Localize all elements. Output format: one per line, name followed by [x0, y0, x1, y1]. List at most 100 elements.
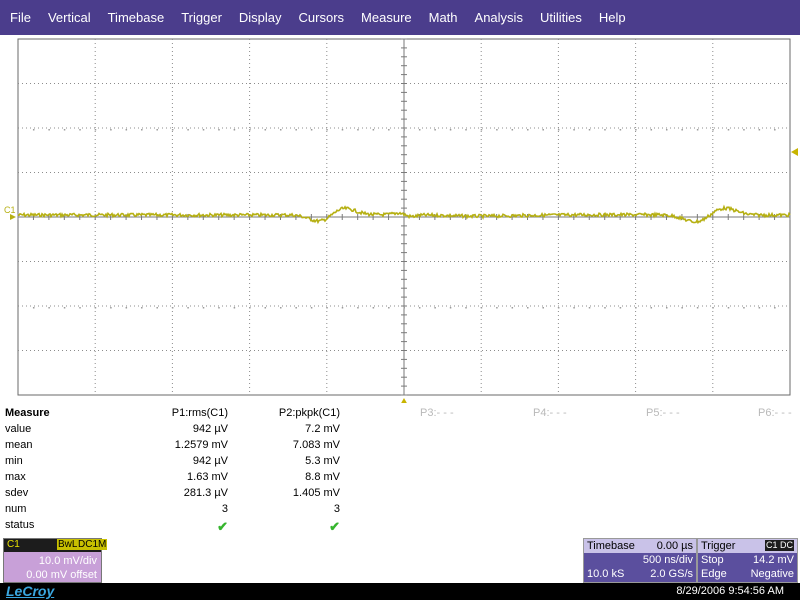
p2-max: 8.8 mV: [305, 471, 340, 483]
p4-header[interactable]: P4:- - -: [533, 407, 567, 419]
measure-title: Measure: [5, 407, 50, 419]
grid-dot: [743, 307, 745, 309]
measure-row-status: status ✔ ✔: [0, 519, 800, 535]
timebase-row-1: 500 ns/div: [584, 553, 696, 567]
trigger-slope: Negative: [750, 568, 794, 580]
grid-dot: [557, 129, 560, 131]
row-label: max: [5, 471, 26, 483]
menu-analysis[interactable]: Analysis: [474, 10, 523, 25]
channel-offset: 0.00 mV offset: [26, 569, 97, 581]
bwl-badge: BwL: [57, 539, 79, 550]
grid-dot: [480, 307, 483, 309]
grid-dot: [758, 307, 761, 309]
menu-display[interactable]: Display: [238, 10, 282, 25]
grid-dot: [388, 307, 390, 309]
grid-dot: [465, 307, 467, 309]
grid-dot: [573, 307, 575, 309]
grid-dot: [696, 307, 699, 309]
trigger-source-badge: C1 DC: [764, 540, 794, 551]
waveform-display[interactable]: C1: [0, 35, 800, 403]
p3-header[interactable]: P3:- - -: [420, 407, 454, 419]
p5-header[interactable]: P5:- - -: [646, 407, 680, 419]
p1-header[interactable]: P1:rms(C1): [171, 407, 228, 419]
waveform-grid: C1: [4, 38, 798, 403]
menu-file[interactable]: File: [10, 10, 31, 25]
trigger-time-marker-icon: [401, 398, 407, 403]
grid-dot: [326, 307, 328, 309]
trigger-descriptor[interactable]: Trigger C1 DC Stop 14.2 mV Edge Negative: [697, 538, 798, 583]
row-label: status: [5, 519, 35, 531]
status-footer: LeCroy 8/29/2006 9:54:56 AM: [0, 583, 800, 600]
grid-dot: [388, 129, 390, 131]
grid-dot: [110, 129, 112, 131]
grid-dot: [496, 307, 498, 309]
grid-dot: [511, 129, 514, 131]
grid-dot: [218, 129, 220, 131]
grid-dot: [372, 307, 375, 309]
channel-name: C1: [7, 539, 20, 550]
measure-row-mean: mean 1.2579 mV 7.083 mV: [0, 439, 800, 455]
menu-vertical[interactable]: Vertical: [47, 10, 91, 25]
grid-dot: [619, 307, 622, 309]
timebase-descriptor[interactable]: Timebase 0.00 µs 500 ns/div 10.0 kS 2.0 …: [583, 538, 697, 583]
p1-min: 942 µV: [192, 455, 228, 467]
menu-measure[interactable]: Measure: [361, 10, 412, 25]
row-label: num: [5, 503, 27, 515]
p1-max: 1.63 mV: [187, 471, 228, 483]
grid-dot: [79, 307, 81, 309]
menu-cursors[interactable]: Cursors: [298, 10, 345, 25]
measure-row-max: max 1.63 mV 8.8 mV: [0, 471, 800, 487]
grid-dot: [310, 307, 313, 309]
channel-c1-descriptor[interactable]: C1 BwL DC1M 10.0 mV/div 0.00 mV offset: [3, 538, 108, 583]
date-time: 8/29/2006 9:54:56 AM: [676, 585, 784, 597]
time-per-div: 500 ns/div: [642, 554, 693, 566]
grid-dot: [202, 129, 205, 131]
row-label: mean: [5, 439, 33, 451]
p1-value: 942 µV: [192, 423, 228, 435]
grid-dot: [619, 129, 622, 131]
measure-header-row: Measure P1:rms(C1) P2:pkpk(C1) P3:- - - …: [0, 407, 800, 423]
grid-dot: [588, 307, 591, 309]
p1-mean: 1.2579 mV: [174, 439, 228, 451]
grid-dot: [264, 129, 267, 131]
grid-dot: [588, 129, 591, 131]
grid-dot: [94, 129, 97, 131]
grid-dot: [681, 129, 683, 131]
grid-dot: [650, 307, 653, 309]
grid-dot: [249, 129, 251, 131]
p2-header[interactable]: P2:pkpk(C1): [278, 407, 340, 419]
sample-rate: 2.0 GS/s: [650, 568, 693, 580]
menu-trigger[interactable]: Trigger: [181, 10, 222, 25]
measure-row-sdev: sdev 281.3 µV 1.405 mV: [0, 487, 800, 503]
grid-dot: [295, 307, 297, 309]
grid-dot: [341, 307, 344, 309]
measure-row-value: value 942 µV 7.2 mV: [0, 423, 800, 439]
grid-dot: [171, 129, 174, 131]
grid-dot: [141, 307, 143, 309]
menu-timebase[interactable]: Timebase: [107, 10, 165, 25]
menu-help[interactable]: Help: [598, 10, 626, 25]
menu-utilities[interactable]: Utilities: [539, 10, 582, 25]
grid-dot: [326, 129, 328, 131]
grid-dot: [125, 307, 128, 309]
lecroy-logo[interactable]: LeCroy: [6, 583, 55, 599]
grid-dot: [202, 307, 205, 309]
grid-dot: [32, 129, 35, 131]
grid-dot: [712, 307, 714, 309]
trigger-title: Trigger: [701, 540, 736, 552]
grid-dot: [279, 129, 282, 131]
p2-num: 3: [333, 503, 340, 515]
trigger-level-marker-icon: [791, 148, 798, 156]
p2-min: 5.3 mV: [305, 455, 340, 467]
menu-math[interactable]: Math: [428, 10, 458, 25]
grid-dot: [125, 129, 128, 131]
grid-dot: [681, 307, 683, 309]
grid-dot: [573, 129, 575, 131]
p6-header[interactable]: P6:- - -: [758, 407, 792, 419]
grid-dot: [141, 129, 143, 131]
grid-dot: [94, 307, 97, 309]
grid-dot: [403, 307, 405, 309]
grid-dot: [357, 307, 359, 309]
trigger-level: 14.2 mV: [753, 554, 794, 566]
trigger-mode: Stop: [701, 554, 724, 566]
